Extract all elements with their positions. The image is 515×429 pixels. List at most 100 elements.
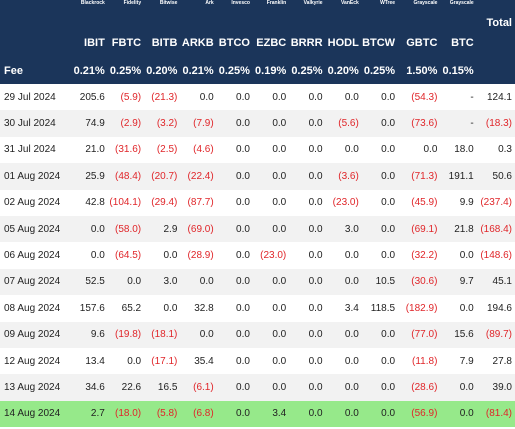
flow-cell: (29.4) [144, 189, 181, 216]
flow-cell: 0.0 [216, 189, 253, 216]
flow-cell: 0.0 [289, 163, 326, 190]
issuer-header: Ark [180, 0, 217, 29]
flow-cell: 0.0 [289, 84, 326, 111]
fee-value: 1.50% [398, 57, 441, 84]
flow-cell: 0.0 [216, 163, 253, 190]
ticker-header: IBIT [71, 29, 108, 57]
ticker-header: ARKB [180, 29, 217, 57]
total-column-header: Total [476, 0, 515, 29]
flow-cell: (11.8) [398, 347, 441, 375]
flow-cell: 0.0 [252, 347, 290, 375]
flow-cell: 0.0 [144, 242, 181, 269]
row-date: 13 Aug 2024 [0, 374, 72, 401]
flow-cell: 74.9 [71, 110, 108, 137]
flow-cell: 0.0 [325, 347, 362, 375]
flow-cell: 0.0 [252, 295, 290, 322]
issuer-header: Grayscale [440, 0, 477, 29]
flow-cell: 3.0 [325, 215, 362, 243]
ticker-header: BITB [144, 29, 181, 57]
flow-cell: 0.0 [361, 400, 399, 428]
flow-cell: 0.0 [216, 295, 253, 322]
issuer-header: WTree [361, 0, 399, 29]
flow-cell: (58.0) [107, 215, 145, 243]
ticker-header: HODL [325, 29, 362, 57]
flow-cell: (5.8) [144, 400, 181, 428]
flow-cell: 157.6 [71, 295, 108, 322]
flow-cell: (30.6) [398, 268, 441, 296]
row-total: 0.3 [476, 136, 515, 164]
flow-cell: 0.0 [289, 110, 326, 137]
row-total: (81.4) [476, 400, 515, 428]
fee-value: 0.19% [252, 57, 290, 84]
table-row: 09 Aug 2024 9.6 (19.8) (18.1) 0.0 0.0 0.0 0.0 0.… [0, 321, 515, 348]
flow-cell: 0.0 [216, 374, 253, 401]
flow-cell: (22.4) [180, 163, 217, 190]
flow-cell: (182.9) [398, 295, 441, 322]
flow-cell: (54.3) [398, 84, 441, 111]
flow-cell: 0.0 [325, 321, 362, 348]
flow-cell: (71.3) [398, 163, 441, 190]
row-total: 194.6 [476, 295, 515, 322]
flow-cell: 0.0 [289, 136, 326, 164]
flow-cell: 7.9 [440, 347, 477, 375]
ticker-header: FBTC [107, 29, 145, 57]
row-date: 05 Aug 2024 [0, 215, 72, 243]
row-date: 08 Aug 2024 [0, 295, 72, 322]
ticker-header: BTCW [361, 29, 399, 57]
fee-total-spacer [476, 57, 515, 84]
table-row: 30 Jul 2024 74.9 (2.9) (3.2) (7.9) 0.0 0.0 0.0(… [0, 110, 515, 137]
fee-value: 0.20% [325, 57, 362, 84]
fee-value: 0.21% [180, 57, 217, 84]
flow-cell: 9.6 [71, 321, 108, 348]
table-row: 13 Aug 2024 34.6 22.6 16.5 (6.1) 0.0 0.0 0.0 0.0… [0, 374, 515, 401]
row-total: 50.6 [476, 163, 515, 190]
flow-cell: 0.0 [252, 268, 290, 296]
flow-cell: 0.0 [440, 400, 477, 428]
corner-cell [0, 29, 72, 57]
flow-cell: 0.0 [289, 347, 326, 375]
issuer-header-row: Blackrock Fidelity Bitwise Ark Invesco F… [0, 0, 515, 29]
flow-cell: 0.0 [216, 347, 253, 375]
flow-cell: 0.0 [216, 215, 253, 243]
row-total: (168.4) [476, 215, 515, 243]
flow-cell: 0.0 [252, 215, 290, 243]
flow-cell: (87.7) [180, 189, 217, 216]
flow-cell: (28.9) [180, 242, 217, 269]
flow-cell: 3.4 [325, 295, 362, 322]
row-date: 30 Jul 2024 [0, 110, 72, 137]
flow-cell: (18.0) [107, 400, 145, 428]
table-row: 29 Jul 2024 205.6 (5.9) (21.3) 0.0 0.0 0.0 0.0 0… [0, 84, 515, 111]
flow-cell: 3.0 [144, 268, 181, 296]
flow-cell: (64.5) [107, 242, 145, 269]
table-row: 06 Aug 2024 0.0 (64.5) 0.0 (28.9) 0.0 (23.0) 0.… [0, 242, 515, 269]
flow-cell: 0.0 [361, 347, 399, 375]
issuer-header: Invesco [216, 0, 253, 29]
row-date: 01 Aug 2024 [0, 163, 72, 190]
flow-cell: (48.4) [107, 163, 145, 190]
flow-cell: - [440, 84, 477, 111]
flow-cell: 0.0 [144, 295, 181, 322]
flow-cell: (23.0) [252, 242, 290, 269]
row-date: 14 Aug 2024 [0, 400, 72, 428]
ticker-header-row: IBIT FBTC BITB ARKB BTCO EZBC BRRR HODL … [0, 29, 515, 57]
flow-cell: 0.0 [180, 84, 217, 111]
flow-cell: 0.0 [71, 215, 108, 243]
fee-value: 0.25% [361, 57, 399, 84]
fee-value: 0.15% [440, 57, 477, 84]
flow-cell: 0.0 [440, 242, 477, 269]
flow-cell: 0.0 [216, 400, 253, 428]
flow-cell: 65.2 [107, 295, 145, 322]
flow-cell: 0.0 [361, 110, 399, 137]
ticker-header: BTCO [216, 29, 253, 57]
flow-cell: (104.1) [107, 189, 145, 216]
fee-value: 0.25% [289, 57, 326, 84]
ticker-header: BRRR [289, 29, 326, 57]
flow-cell: 21.0 [71, 136, 108, 164]
flow-cell: (19.8) [107, 321, 145, 348]
flow-cell: 0.0 [361, 189, 399, 216]
flow-cell: (3.6) [325, 163, 362, 190]
ticker-header: BTC [440, 29, 477, 57]
flow-cell: (31.6) [107, 136, 145, 164]
table-row: 07 Aug 2024 52.5 0.0 3.0 0.0 0.0 0.0 0.0 0.0 10.5… [0, 268, 515, 296]
